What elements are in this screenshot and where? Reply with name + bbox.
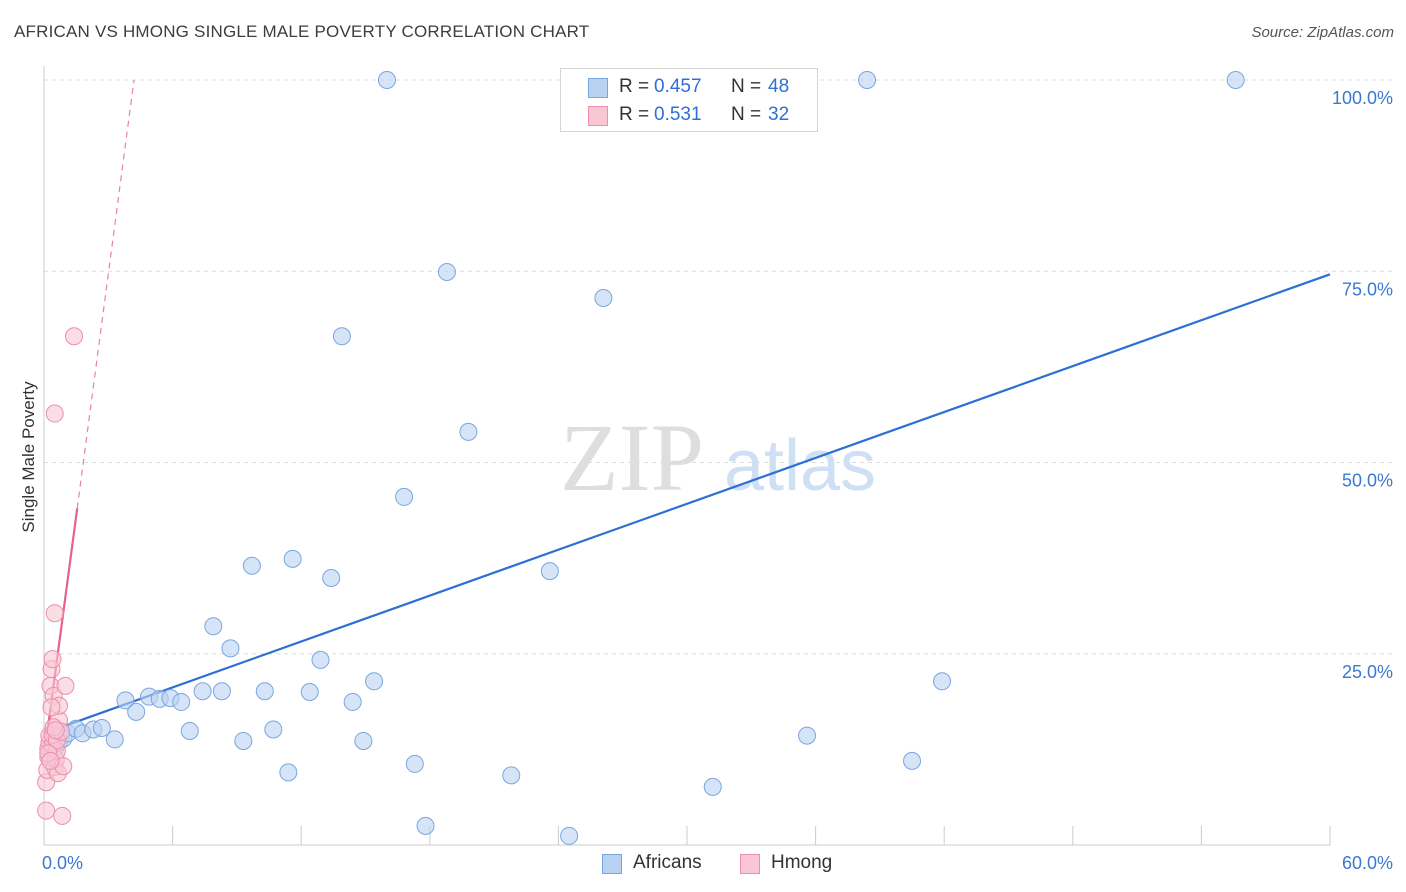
- n-value: 48: [768, 76, 790, 97]
- africans-point: [798, 726, 817, 745]
- africans-point: [234, 731, 253, 750]
- africans-point: [332, 327, 351, 346]
- r-value: 0.457: [654, 76, 702, 97]
- africans-point: [343, 692, 362, 711]
- africans-point: [703, 777, 722, 796]
- africans-point: [437, 263, 456, 282]
- africans-swatch: [588, 78, 608, 98]
- africans-point: [933, 672, 952, 691]
- n-label: N =: [731, 104, 762, 125]
- africans-point: [365, 672, 384, 691]
- hmong-point: [37, 801, 56, 820]
- africans-point: [1226, 71, 1245, 89]
- stats-row-hmong: R = 0.531 N = 32: [561, 101, 817, 129]
- africans-point: [560, 826, 579, 845]
- legend-label-africans: Africans: [633, 852, 702, 873]
- r-label: R =: [619, 76, 650, 97]
- africans-point: [354, 731, 373, 750]
- africans-point: [903, 751, 922, 770]
- hmong-trend-extrapolated: [76, 79, 135, 509]
- series-hmong: [37, 327, 84, 825]
- stats-legend: R = 0.457 N = 48 R = 0.531 N = 32: [560, 68, 818, 132]
- africans-point: [264, 720, 283, 739]
- source-credit: Source: ZipAtlas.com: [1251, 24, 1394, 41]
- n-label: N =: [731, 76, 762, 97]
- hmong-point: [45, 604, 64, 623]
- africans-point: [180, 722, 199, 741]
- watermark-zip: ZIP: [560, 404, 704, 511]
- africans-point: [283, 549, 302, 568]
- africans-point: [212, 682, 231, 701]
- africans-point: [127, 702, 146, 721]
- hmong-point: [45, 404, 64, 423]
- africans-point: [279, 763, 298, 782]
- hmong-swatch: [588, 106, 608, 126]
- africans-point: [116, 691, 135, 710]
- y-tick-label: 50.0%: [1342, 471, 1393, 491]
- africans-point: [300, 683, 319, 701]
- africans-point: [405, 754, 424, 773]
- africans-point: [221, 639, 240, 658]
- hmong-point: [65, 327, 84, 346]
- x-tick-label: 0.0%: [42, 853, 83, 873]
- hmong-swatch: [740, 854, 760, 874]
- legend-label-hmong: Hmong: [771, 852, 833, 873]
- africans-point: [92, 718, 111, 737]
- x-tick-label: 60.0%: [1342, 853, 1393, 873]
- hmong-point: [53, 806, 72, 825]
- africans-point: [395, 487, 414, 506]
- africans-point: [594, 289, 613, 308]
- africans-point: [242, 556, 261, 575]
- y-tick-label: 100.0%: [1332, 88, 1393, 108]
- chart-title: AFRICAN VS HMONG SINGLE MALE POVERTY COR…: [14, 22, 590, 41]
- hmong-point: [43, 650, 62, 669]
- africans-swatch: [602, 854, 622, 874]
- africans-point: [416, 816, 435, 835]
- africans-point: [459, 422, 478, 441]
- africans-point: [204, 617, 223, 636]
- n-value: 32: [768, 104, 790, 125]
- africans-point: [322, 569, 341, 588]
- africans-point: [502, 766, 521, 785]
- r-label: R =: [619, 104, 650, 125]
- watermark: ZIP atlas: [560, 404, 876, 511]
- y-tick-label: 75.0%: [1342, 279, 1393, 299]
- hmong-point: [41, 751, 60, 770]
- stats-row-africans: R = 0.457 N = 48: [561, 73, 817, 101]
- r-value: 0.531: [654, 104, 702, 125]
- y-tick-label: 25.0%: [1342, 662, 1393, 682]
- hmong-point: [42, 698, 61, 717]
- africans-point: [193, 682, 212, 701]
- africans-point: [105, 730, 124, 749]
- africans-trend-line: [43, 273, 1331, 735]
- africans-point: [311, 650, 330, 669]
- series-legend: Africans Hmong: [602, 852, 862, 878]
- africans-point: [255, 682, 274, 701]
- hmong-point: [46, 721, 65, 740]
- axis-labels: 25.0% 50.0% 75.0% 100.0% 0.0% 60.0% Single Mal…: [19, 88, 1393, 873]
- watermark-atlas: atlas: [724, 426, 876, 506]
- africans-point: [377, 71, 396, 89]
- africans-point: [540, 562, 559, 581]
- africans-point: [172, 692, 191, 711]
- africans-point: [858, 71, 877, 89]
- y-axis-label: Single Male Poverty: [19, 381, 38, 533]
- hmong-point: [56, 676, 75, 695]
